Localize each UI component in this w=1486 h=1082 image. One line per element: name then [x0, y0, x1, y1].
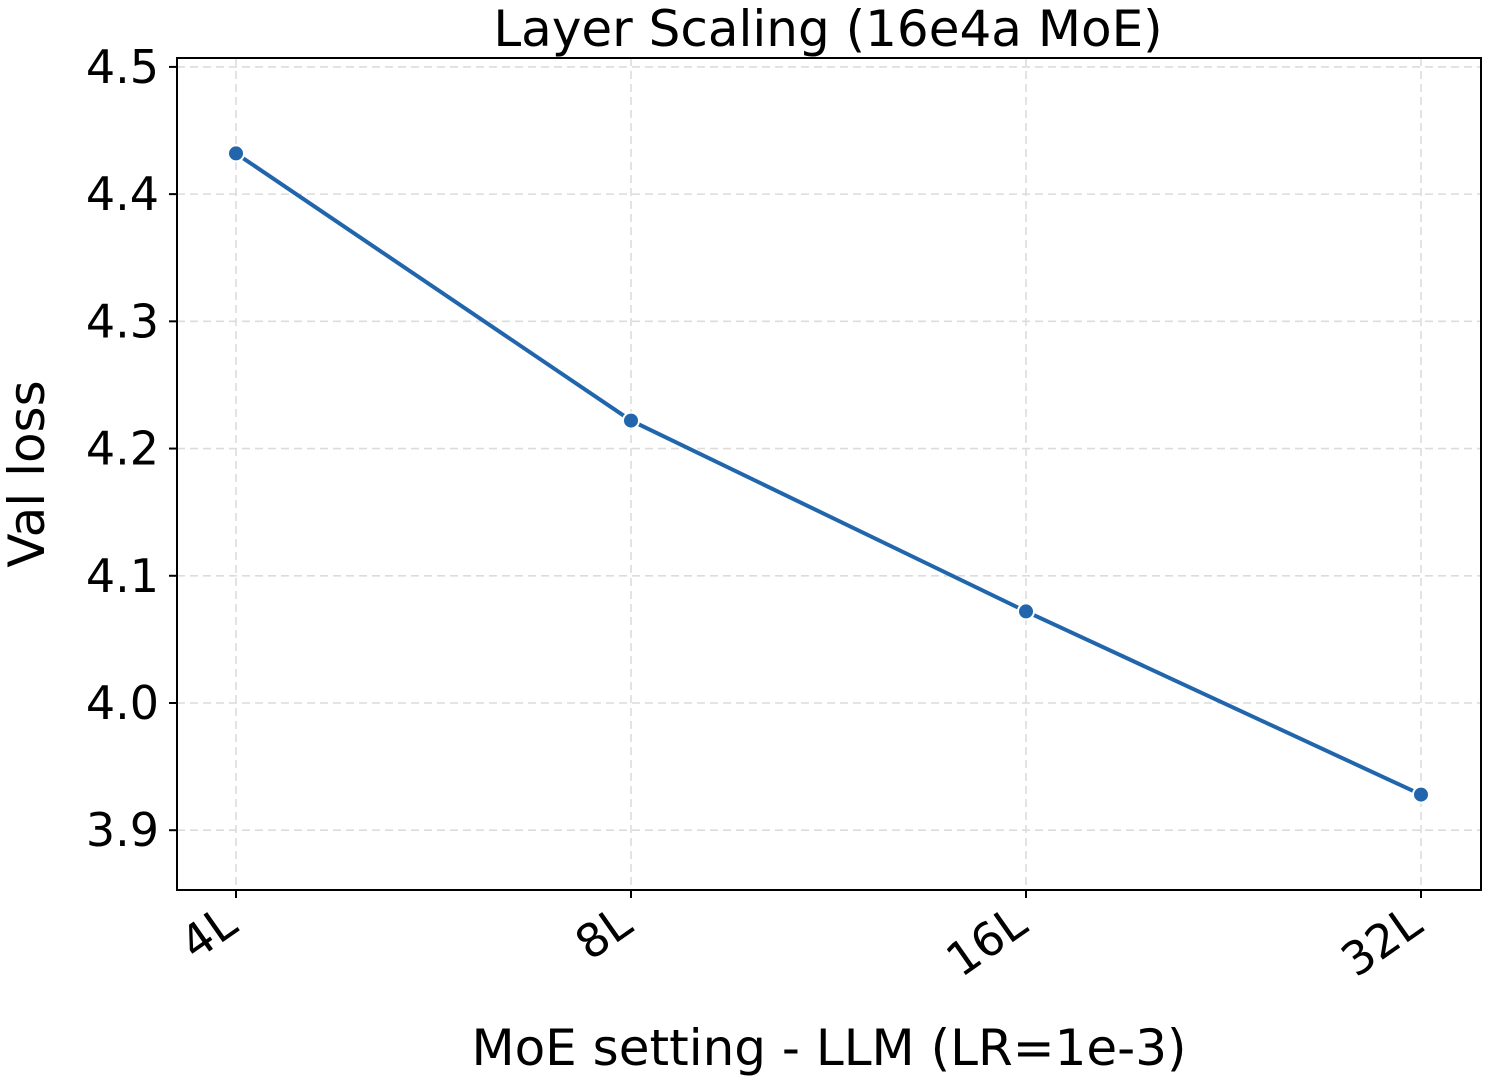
x-axis: 4L 8L 16L 32L	[170, 890, 1432, 988]
x-axis-label: MoE setting - LLM (LR=1e-3)	[471, 1019, 1186, 1077]
plot-frame	[176, 57, 1482, 891]
data-point	[1412, 785, 1430, 804]
y-tick-label: 4.3	[86, 294, 159, 348]
y-axis: 3.9 4.0 4.1 4.2 4.3 4.4 4.5	[86, 40, 177, 857]
y-axis-label: Val loss	[0, 380, 56, 567]
y-tick-label: 4.2	[86, 422, 159, 476]
series-layer	[227, 144, 1430, 804]
series-line	[234, 151, 1422, 797]
data-point	[622, 411, 640, 430]
y-tick-label: 4.0	[86, 676, 159, 730]
y-tick-label: 4.4	[86, 167, 159, 221]
x-tick-label: 32L	[1331, 895, 1431, 988]
x-tick-label: 8L	[565, 895, 641, 971]
y-tick-label: 4.1	[86, 549, 159, 603]
x-tick-label: 4L	[170, 895, 246, 971]
grid	[177, 58, 1481, 890]
data-point	[227, 144, 245, 163]
chart-title: Layer Scaling (16e4a MoE)	[493, 0, 1162, 58]
data-point	[1017, 602, 1035, 621]
y-tick-label: 4.5	[86, 40, 159, 94]
y-tick-label: 3.9	[86, 803, 159, 857]
x-tick-label: 16L	[936, 895, 1036, 988]
